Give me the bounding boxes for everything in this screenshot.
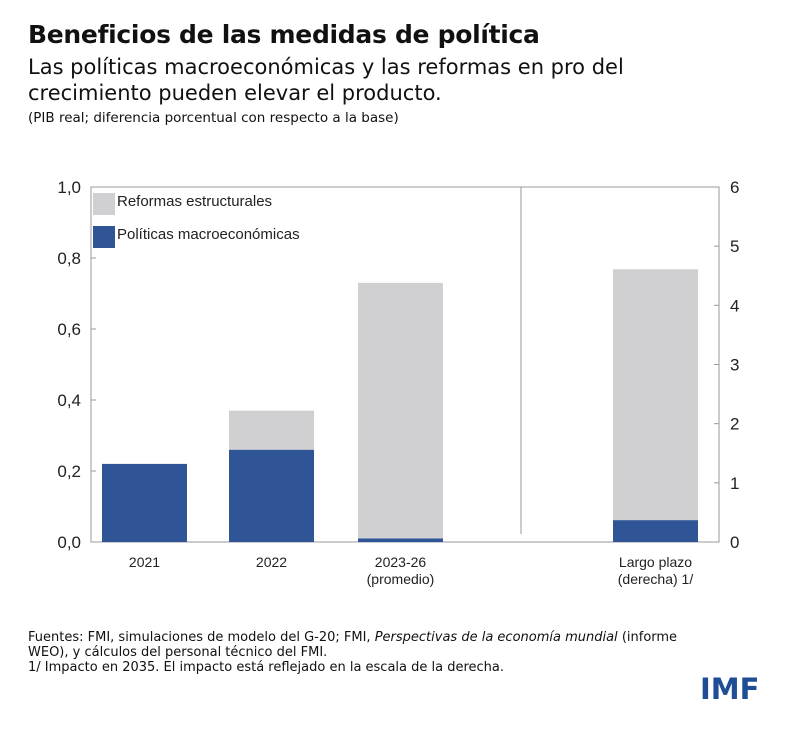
bar-reformas [229, 410, 314, 450]
right-tick-label: 2 [730, 415, 739, 434]
right-tick-label: 0 [730, 533, 739, 552]
imf-logo: IMF [700, 672, 760, 706]
source-text: Fuentes: FMI, simulaciones de modelo del… [28, 630, 375, 645]
legend-label: Reformas estructurales [117, 193, 272, 210]
footnote: 1/ Impacto en 2035. El impacto está refl… [28, 660, 505, 675]
x-tick-label: (promedio) [367, 571, 435, 587]
chart-unit: (PIB real; diferencia porcentual con res… [28, 110, 399, 126]
bar-políticas [613, 520, 698, 542]
left-tick-label: 0,6 [57, 320, 81, 339]
bar-políticas [358, 538, 443, 542]
source-italic: Perspectivas de la economía mundial [374, 630, 618, 645]
right-tick-label: 4 [730, 296, 739, 315]
right-tick-label: 3 [730, 356, 739, 375]
legend-label: Políticas macroeconómicas [117, 226, 300, 243]
left-tick-label: 1,0 [57, 178, 81, 197]
legend-swatch [93, 193, 115, 215]
left-tick-label: 0,2 [57, 462, 81, 481]
bar-chart: 0,0 0,2 0,4 0,6 0,8 1,0 0 1 2 3 4 5 6 2021 2022 2023-26… [57, 178, 739, 587]
x-tick-label: (derecha) 1/ [618, 571, 694, 587]
source-text-2: (informe WEO), y cálculos del personal t… [28, 630, 678, 660]
source-note: Fuentes: FMI, simulaciones de modelo del… [28, 630, 678, 675]
x-tick-label: 2021 [129, 554, 160, 570]
chart-subtitle: Las políticas macroeconómicas y las refo… [28, 55, 624, 105]
left-tick-label: 0,8 [57, 249, 81, 268]
bar-reformas [613, 269, 698, 521]
x-tick-label: 2023-26 [375, 554, 427, 570]
left-tick-label: 0,4 [57, 391, 81, 410]
x-tick-label: 2022 [256, 554, 287, 570]
chart-title: Beneficios de las medidas de política [28, 20, 540, 49]
x-tick-label: Largo plazo [619, 554, 692, 570]
right-tick-label: 1 [730, 474, 739, 493]
left-tick-label: 0,0 [57, 533, 81, 552]
bar-políticas [102, 463, 187, 542]
bar-políticas [229, 449, 314, 542]
right-tick-label: 5 [730, 237, 739, 256]
bar-reformas [358, 282, 443, 539]
right-tick-label: 6 [730, 178, 739, 197]
legend-swatch [93, 226, 115, 248]
